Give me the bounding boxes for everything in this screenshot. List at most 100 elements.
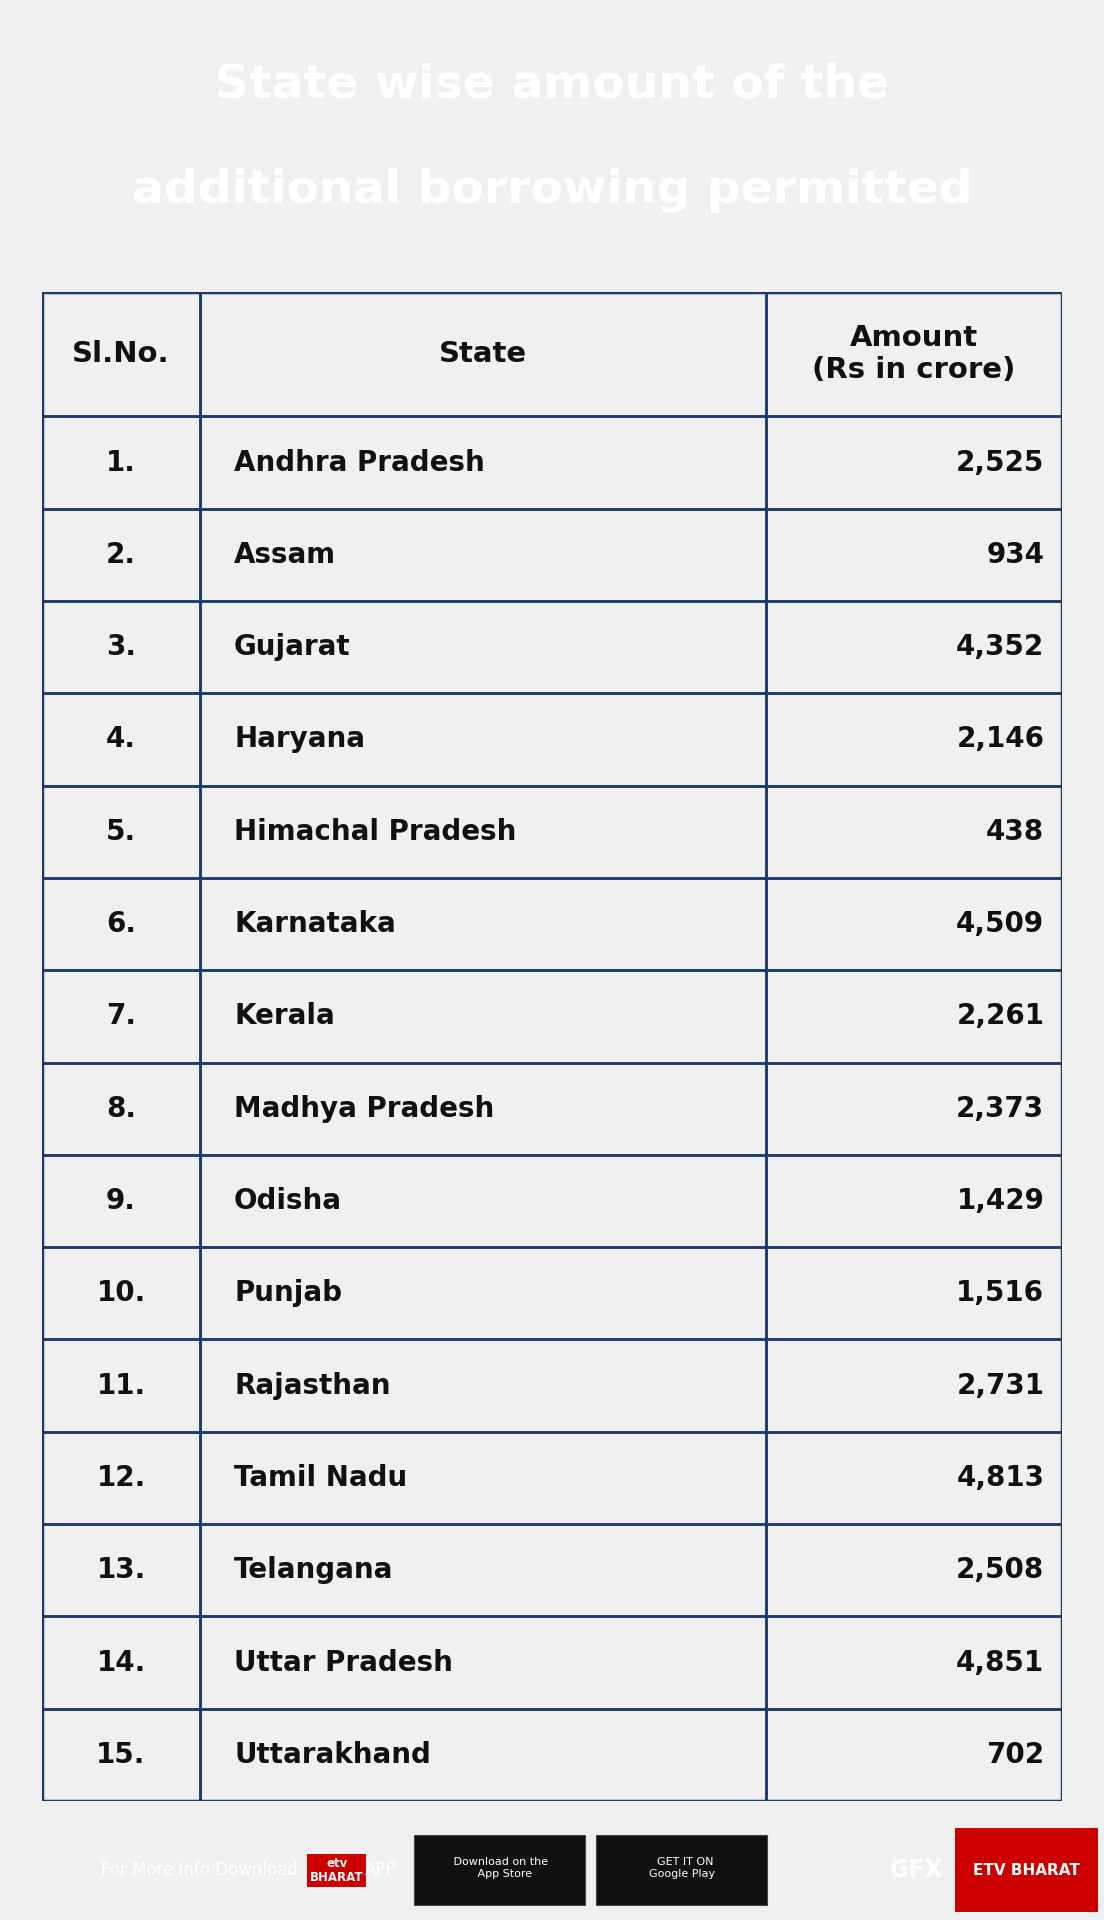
Bar (42, 785, 200, 877)
Text: 11.: 11. (96, 1371, 146, 1400)
Bar (200, 1340, 766, 1432)
Bar (766, 1524, 1062, 1617)
Text: GET IT ON
Google Play: GET IT ON Google Play (649, 1857, 714, 1880)
Text: GFX: GFX (890, 1859, 943, 1882)
Bar (200, 785, 766, 877)
Text: Uttarakhand: Uttarakhand (234, 1741, 431, 1768)
Bar (42, 417, 200, 509)
Bar (766, 509, 1062, 601)
Text: 13.: 13. (96, 1557, 146, 1584)
Bar (200, 601, 766, 693)
Text: 702: 702 (986, 1741, 1044, 1768)
Text: Uttar Pradesh: Uttar Pradesh (234, 1649, 453, 1676)
Bar (766, 1154, 1062, 1248)
Bar (766, 1432, 1062, 1524)
Text: Himachal Pradesh: Himachal Pradesh (234, 818, 517, 847)
Bar (42, 1248, 200, 1340)
Text: Haryana: Haryana (234, 726, 365, 753)
Bar (42, 1524, 200, 1617)
Text: 14.: 14. (96, 1649, 146, 1676)
Bar (42, 693, 200, 785)
Text: 2,146: 2,146 (956, 726, 1044, 753)
Text: 6.: 6. (106, 910, 136, 939)
Bar (200, 417, 766, 509)
Bar (200, 693, 766, 785)
Text: 2,261: 2,261 (956, 1002, 1044, 1031)
Text: Madhya Pradesh: Madhya Pradesh (234, 1094, 495, 1123)
Text: 7.: 7. (106, 1002, 136, 1031)
Bar (42, 1062, 200, 1154)
Bar (42, 970, 200, 1062)
Bar (200, 877, 766, 970)
Bar (200, 1062, 766, 1154)
Text: Tamil Nadu: Tamil Nadu (234, 1463, 407, 1492)
Text: Assam: Assam (234, 541, 336, 568)
Bar (42, 1154, 200, 1248)
Text: 15.: 15. (96, 1741, 146, 1768)
Text: 1,516: 1,516 (956, 1279, 1044, 1308)
Bar (200, 292, 766, 417)
Text: etv
BHARAT: etv BHARAT (310, 1857, 363, 1884)
Bar (766, 970, 1062, 1062)
Text: Gujarat: Gujarat (234, 634, 351, 660)
Text: APP: APP (365, 1860, 396, 1880)
Bar (42, 1340, 200, 1432)
Text: Amount
(Rs in crore): Amount (Rs in crore) (813, 324, 1016, 384)
Text: 10.: 10. (96, 1279, 146, 1308)
Text: 3.: 3. (106, 634, 136, 660)
Text: 5.: 5. (106, 818, 136, 847)
Text: 934: 934 (986, 541, 1044, 568)
Text: 4,352: 4,352 (956, 634, 1044, 660)
Text: 4,813: 4,813 (956, 1463, 1044, 1492)
Text: 2,525: 2,525 (956, 449, 1044, 476)
Text: 438: 438 (986, 818, 1044, 847)
Bar (766, 1617, 1062, 1709)
Text: For More Info Download: For More Info Download (102, 1860, 298, 1880)
Text: 1.: 1. (106, 449, 136, 476)
Bar (766, 877, 1062, 970)
Text: Kerala: Kerala (234, 1002, 335, 1031)
Text: Punjab: Punjab (234, 1279, 342, 1308)
Bar (200, 1248, 766, 1340)
Bar (42, 601, 200, 693)
Text: Odisha: Odisha (234, 1187, 342, 1215)
Bar (766, 785, 1062, 877)
Bar (42, 1432, 200, 1524)
Text: 2,731: 2,731 (956, 1371, 1044, 1400)
Text: Download on the
   App Store: Download on the App Store (450, 1857, 549, 1880)
Bar (42, 1617, 200, 1709)
Text: additional borrowing permitted: additional borrowing permitted (131, 167, 973, 213)
Text: 2.: 2. (106, 541, 136, 568)
Text: 4.: 4. (106, 726, 136, 753)
Bar (766, 1248, 1062, 1340)
Text: State wise amount of the: State wise amount of the (215, 63, 889, 108)
Text: 8.: 8. (106, 1094, 136, 1123)
Bar (200, 1617, 766, 1709)
Text: 2,508: 2,508 (956, 1557, 1044, 1584)
Text: State: State (439, 340, 528, 369)
Text: ETV BHARAT: ETV BHARAT (974, 1862, 1080, 1878)
Text: 9.: 9. (106, 1187, 136, 1215)
Text: Andhra Pradesh: Andhra Pradesh (234, 449, 485, 476)
Bar (766, 601, 1062, 693)
Bar (766, 1062, 1062, 1154)
Text: Karnataka: Karnataka (234, 910, 396, 939)
Text: 4,509: 4,509 (956, 910, 1044, 939)
Bar (596, 1836, 767, 1905)
Bar (42, 877, 200, 970)
Bar (766, 1340, 1062, 1432)
Bar (42, 292, 200, 417)
Bar (766, 417, 1062, 509)
Text: 4,851: 4,851 (956, 1649, 1044, 1676)
Bar (42, 509, 200, 601)
Text: Sl.No.: Sl.No. (72, 340, 170, 369)
Text: 2,373: 2,373 (956, 1094, 1044, 1123)
Bar (766, 1709, 1062, 1801)
Text: Telangana: Telangana (234, 1557, 393, 1584)
Bar (200, 970, 766, 1062)
Bar (42, 1709, 200, 1801)
Bar (200, 509, 766, 601)
Bar (200, 1524, 766, 1617)
Text: 1,429: 1,429 (956, 1187, 1044, 1215)
Bar (414, 1836, 585, 1905)
